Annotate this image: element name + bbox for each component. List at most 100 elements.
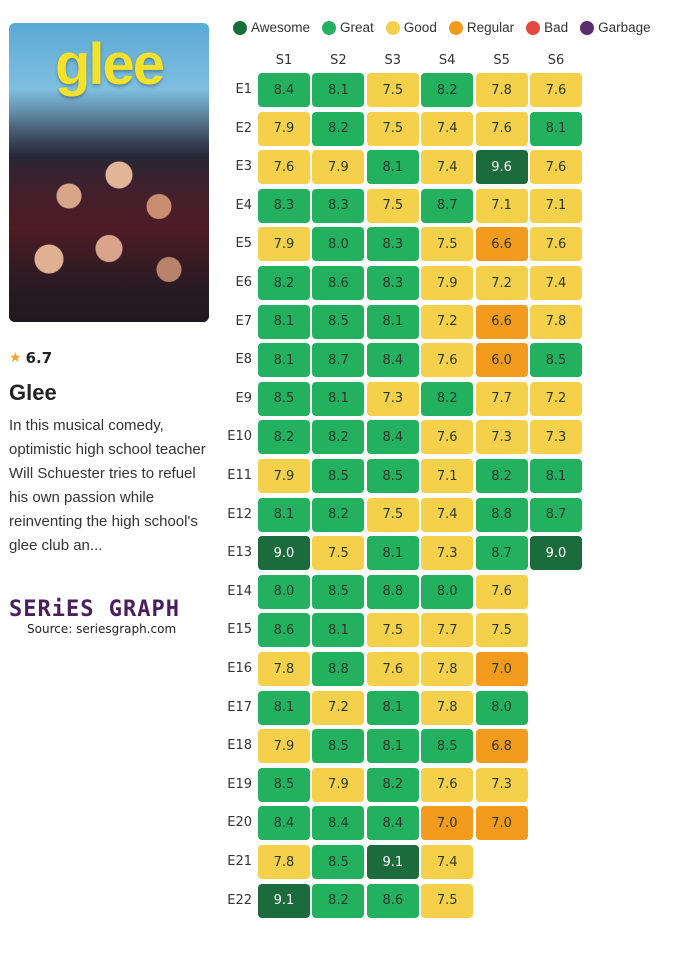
rating-cell[interactable]: 7.8 <box>475 73 528 107</box>
rating-cell[interactable]: 7.3 <box>475 420 528 455</box>
rating-cell[interactable]: 8.3 <box>366 266 419 300</box>
rating-cell[interactable]: 8.4 <box>258 806 310 841</box>
rating-cell[interactable]: 8.7 <box>475 536 528 571</box>
rating-cell[interactable]: 7.8 <box>421 690 474 725</box>
rating-cell[interactable]: 8.7 <box>312 343 365 378</box>
rating-cell[interactable]: 8.2 <box>312 497 365 532</box>
rating-cell[interactable]: 7.6 <box>421 767 474 802</box>
rating-cell[interactable]: 8.4 <box>258 73 310 107</box>
rating-cell[interactable]: 7.7 <box>421 613 474 648</box>
rating-cell[interactable]: 8.1 <box>258 343 310 378</box>
rating-cell[interactable]: 7.2 <box>475 266 528 300</box>
rating-cell[interactable]: 7.5 <box>366 73 419 107</box>
rating-cell[interactable]: 6.6 <box>475 304 528 339</box>
rating-cell[interactable]: 8.5 <box>312 304 365 339</box>
rating-cell[interactable]: 8.5 <box>530 343 582 378</box>
rating-cell[interactable]: 8.1 <box>312 73 365 107</box>
rating-cell[interactable]: 8.1 <box>258 497 310 532</box>
rating-cell[interactable]: 9.6 <box>475 150 528 185</box>
rating-cell[interactable]: 8.4 <box>366 343 419 378</box>
rating-cell[interactable]: 8.5 <box>366 459 419 493</box>
rating-cell[interactable]: 8.1 <box>366 536 419 571</box>
rating-cell[interactable]: 7.9 <box>258 227 310 262</box>
rating-cell[interactable]: 7.3 <box>530 420 582 455</box>
rating-cell[interactable]: 7.5 <box>421 227 474 262</box>
rating-cell[interactable]: 7.9 <box>421 266 474 300</box>
rating-cell[interactable]: 8.7 <box>421 188 474 223</box>
rating-cell[interactable]: 9.0 <box>530 536 582 571</box>
rating-cell[interactable]: 7.9 <box>258 111 310 146</box>
rating-cell[interactable]: 7.8 <box>530 304 582 339</box>
rating-cell[interactable]: 8.6 <box>312 266 365 300</box>
rating-cell[interactable]: 7.9 <box>258 729 310 764</box>
rating-cell[interactable]: 8.1 <box>530 459 582 493</box>
rating-cell[interactable]: 7.6 <box>475 111 528 146</box>
rating-cell[interactable]: 8.5 <box>312 459 365 493</box>
rating-cell[interactable]: 8.8 <box>475 497 528 532</box>
rating-cell[interactable]: 8.0 <box>312 227 365 262</box>
rating-cell[interactable]: 8.3 <box>312 188 365 223</box>
rating-cell[interactable]: 6.0 <box>475 343 528 378</box>
rating-cell[interactable]: 8.2 <box>312 420 365 455</box>
rating-cell[interactable]: 7.7 <box>475 381 528 416</box>
rating-cell[interactable]: 8.1 <box>530 111 582 146</box>
rating-cell[interactable]: 7.4 <box>421 150 474 185</box>
rating-cell[interactable]: 7.9 <box>258 459 310 493</box>
rating-cell[interactable]: 8.2 <box>258 266 310 300</box>
rating-cell[interactable]: 8.1 <box>366 690 419 725</box>
rating-cell[interactable]: 7.0 <box>421 806 474 841</box>
rating-cell[interactable]: 7.1 <box>475 188 528 223</box>
rating-cell[interactable]: 7.4 <box>530 266 582 300</box>
rating-cell[interactable]: 8.3 <box>366 227 419 262</box>
rating-cell[interactable]: 7.4 <box>421 845 474 879</box>
rating-cell[interactable]: 8.0 <box>258 574 310 609</box>
rating-cell[interactable]: 6.6 <box>475 227 528 262</box>
rating-cell[interactable]: 7.6 <box>530 150 582 185</box>
rating-cell[interactable]: 7.5 <box>366 613 419 648</box>
rating-cell[interactable]: 8.0 <box>475 690 528 725</box>
rating-cell[interactable]: 8.8 <box>312 652 365 686</box>
rating-cell[interactable]: 7.8 <box>258 652 310 686</box>
rating-cell[interactable]: 7.6 <box>421 343 474 378</box>
rating-cell[interactable]: 7.3 <box>366 381 419 416</box>
rating-cell[interactable]: 7.8 <box>258 845 310 879</box>
rating-cell[interactable]: 8.1 <box>366 150 419 185</box>
rating-cell[interactable]: 9.0 <box>258 536 310 571</box>
rating-cell[interactable]: 7.9 <box>312 767 365 802</box>
rating-cell[interactable]: 6.8 <box>475 729 528 764</box>
rating-cell[interactable]: 8.2 <box>258 420 310 455</box>
rating-cell[interactable]: 8.2 <box>312 111 365 146</box>
rating-cell[interactable]: 7.4 <box>421 497 474 532</box>
rating-cell[interactable]: 7.0 <box>475 652 528 686</box>
rating-cell[interactable]: 8.1 <box>366 729 419 764</box>
rating-cell[interactable]: 8.1 <box>312 381 365 416</box>
rating-cell[interactable]: 8.5 <box>421 729 474 764</box>
rating-cell[interactable]: 7.6 <box>258 150 310 185</box>
rating-cell[interactable]: 7.8 <box>421 652 474 686</box>
rating-cell[interactable]: 7.5 <box>366 111 419 146</box>
rating-cell[interactable]: 8.2 <box>366 767 419 802</box>
rating-cell[interactable]: 8.5 <box>258 767 310 802</box>
rating-cell[interactable]: 8.6 <box>258 613 310 648</box>
rating-cell[interactable]: 8.5 <box>312 845 365 879</box>
rating-cell[interactable]: 7.1 <box>421 459 474 493</box>
rating-cell[interactable]: 7.5 <box>366 188 419 223</box>
rating-cell[interactable]: 7.2 <box>312 690 365 725</box>
rating-cell[interactable]: 8.5 <box>312 574 365 609</box>
rating-cell[interactable]: 7.3 <box>475 767 528 802</box>
rating-cell[interactable]: 8.7 <box>530 497 582 532</box>
rating-cell[interactable]: 8.4 <box>366 420 419 455</box>
rating-cell[interactable]: 8.1 <box>258 690 310 725</box>
rating-cell[interactable]: 7.1 <box>530 188 582 223</box>
rating-cell[interactable]: 8.1 <box>366 304 419 339</box>
rating-cell[interactable]: 8.4 <box>366 806 419 841</box>
rating-cell[interactable]: 9.1 <box>258 883 310 918</box>
rating-cell[interactable]: 7.3 <box>421 536 474 571</box>
rating-cell[interactable]: 7.6 <box>530 73 582 107</box>
rating-cell[interactable]: 7.5 <box>312 536 365 571</box>
rating-cell[interactable]: 7.5 <box>366 497 419 532</box>
rating-cell[interactable]: 7.6 <box>366 652 419 686</box>
rating-cell[interactable]: 8.2 <box>312 883 365 918</box>
rating-cell[interactable]: 7.6 <box>475 574 528 609</box>
rating-cell[interactable]: 8.2 <box>475 459 528 493</box>
